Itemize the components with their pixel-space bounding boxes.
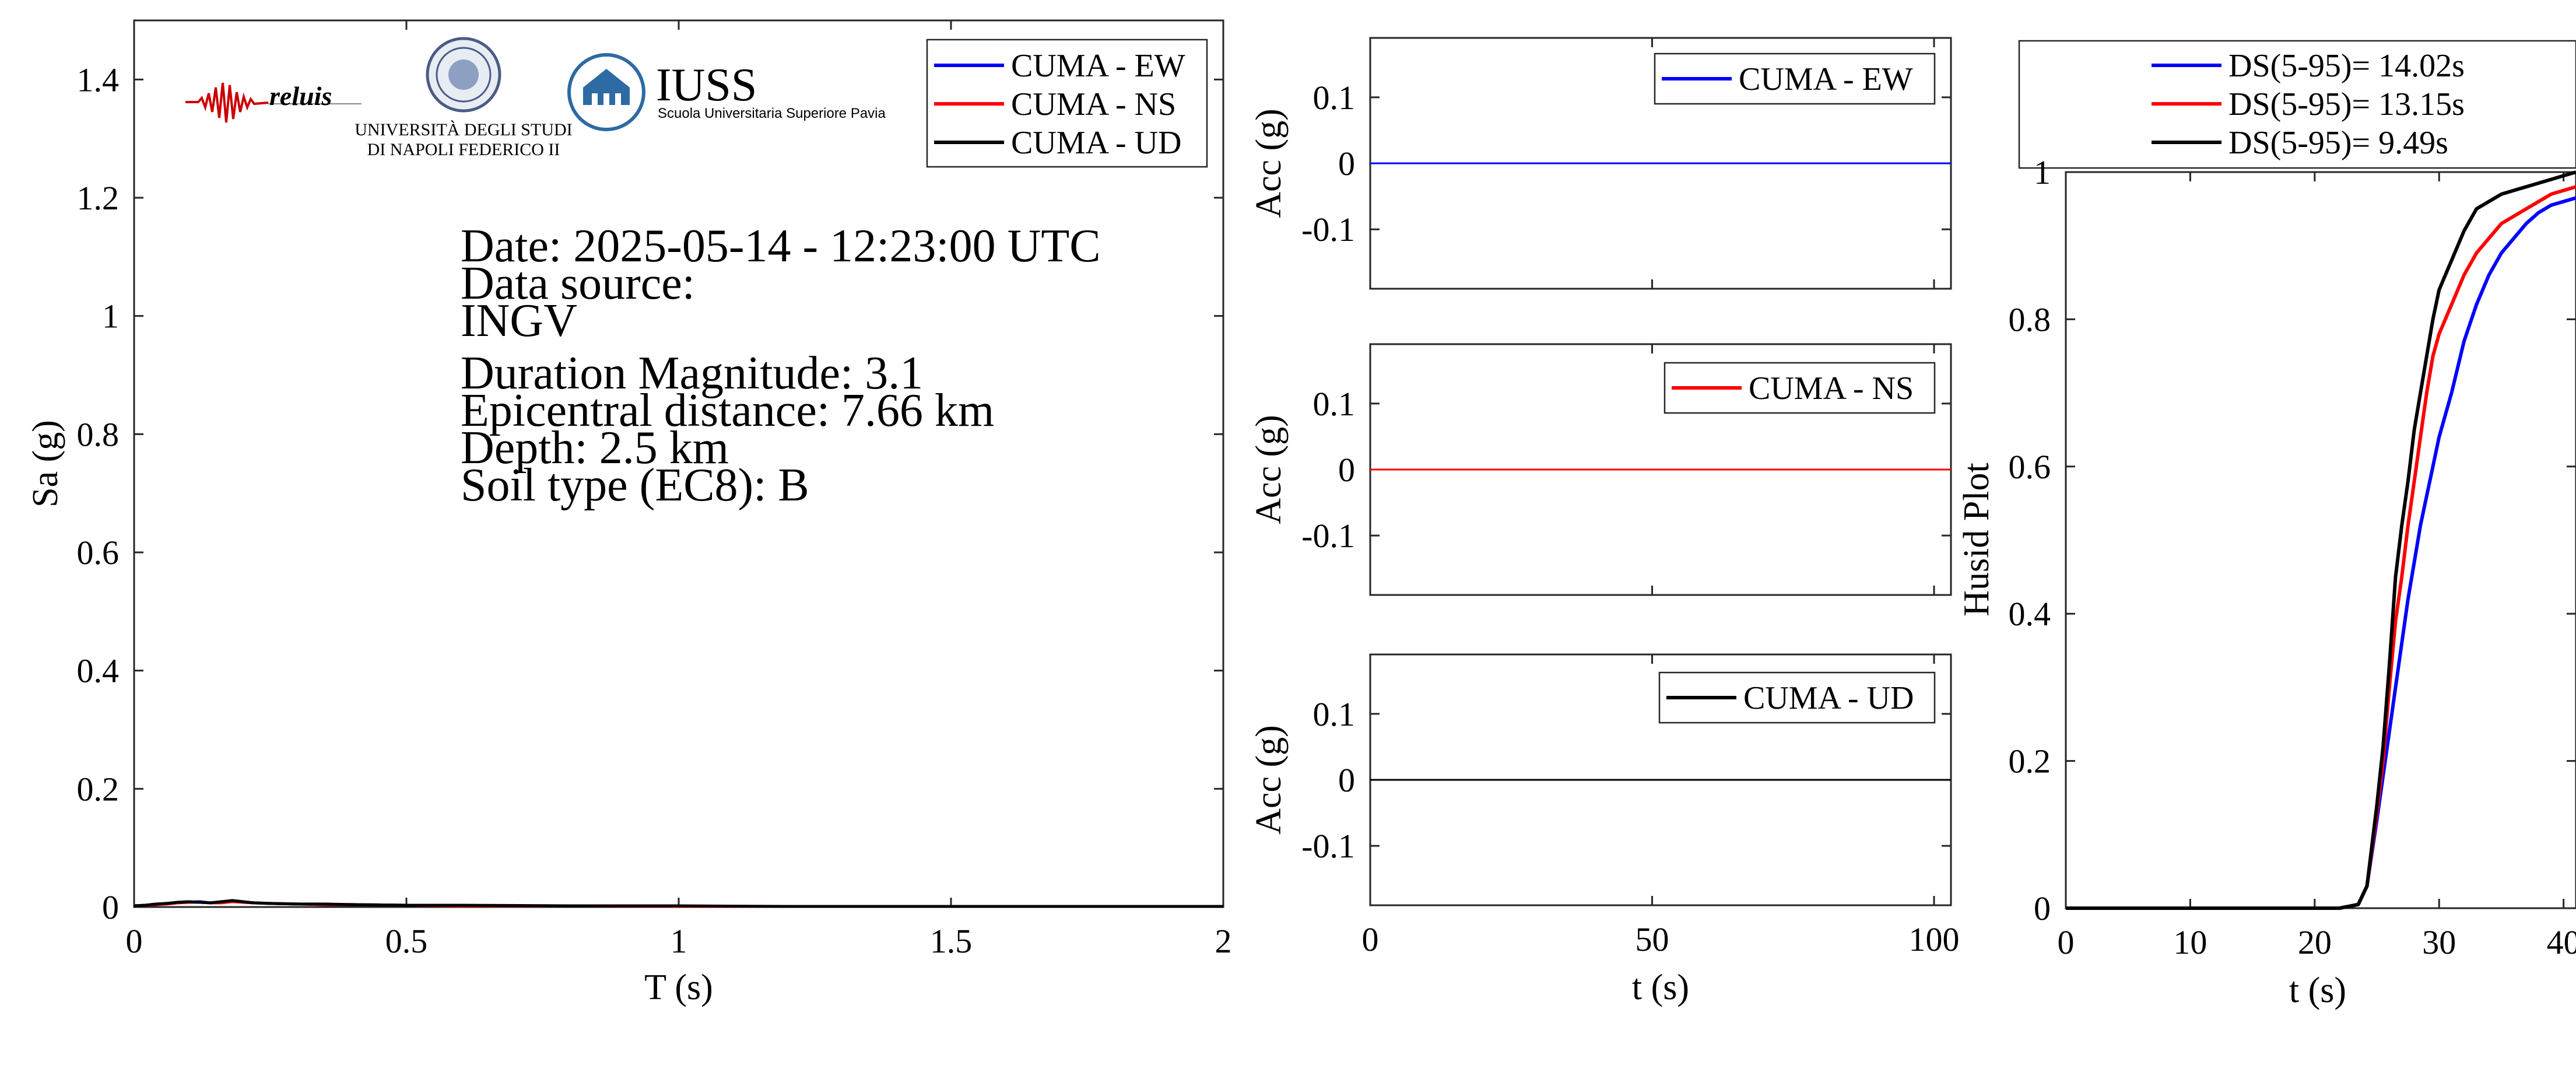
x-tick-label: 20 bbox=[2298, 923, 2332, 961]
y-tick-label: 1.4 bbox=[77, 61, 120, 99]
husid-legend-label-ew: DS(5-95)= 14.02s bbox=[2228, 48, 2465, 84]
x-tick-label: 1.5 bbox=[930, 922, 973, 960]
acc-ns-y-axis-title: Acc (g) bbox=[1249, 415, 1289, 524]
iuss-logo: IUSS Scuola Universitaria Superiore Pavi… bbox=[567, 53, 886, 131]
spectrum-y-axis-title: Sa (g) bbox=[26, 420, 65, 507]
acc-ud-panel: -0.1 0 0.1 0 50 100 CUMA - UD Acc (g) t (s) bbox=[1249, 653, 1959, 1007]
acc-ew-ticks: -0.1 0 0.1 bbox=[1301, 38, 1951, 289]
acc-ns-legend: CUMA - NS bbox=[1663, 362, 1936, 414]
acc-ud-legend-label: CUMA - UD bbox=[1743, 680, 1914, 716]
acc-ew-panel: -0.1 0 0.1 CUMA - EW Acc (g) bbox=[1249, 37, 1952, 290]
husid-legend: DS(5-95)= 14.02s DS(5-95)= 13.15s DS(5-9… bbox=[2018, 40, 2576, 169]
acc-ud-y-axis-title: Acc (g) bbox=[1249, 725, 1289, 835]
acc-ew-y-axis-title: Acc (g) bbox=[1249, 108, 1289, 218]
y-tick-label: 0 bbox=[1338, 451, 1355, 489]
y-tick-label: 0 bbox=[102, 888, 119, 926]
x-tick-label: 0 bbox=[126, 922, 143, 960]
y-tick-label: 0.8 bbox=[77, 415, 120, 453]
event-date: Date: 2025-05-14 - 12:23:00 UTC bbox=[461, 220, 1101, 272]
acc-ns-legend-label: CUMA - NS bbox=[1749, 370, 1914, 407]
event-soil: Soil type (EC8): B bbox=[461, 460, 809, 511]
y-tick-label: 1.2 bbox=[77, 179, 120, 217]
acc-ns-panel: -0.1 0 0.1 CUMA - NS Acc (g) bbox=[1249, 343, 1952, 596]
spectrum-axes-frame bbox=[133, 19, 1224, 908]
seismogram-mark bbox=[185, 82, 269, 123]
reluis-wordmark: reluis bbox=[269, 81, 332, 111]
spectrum-panel: reluis UNIVERSITÀ DEGLI STUDI DI NAPOLI … bbox=[26, 19, 1232, 1007]
husid-panel: DS(5-95)= 14.02s DS(5-95)= 13.15s DS(5-9… bbox=[1957, 40, 2576, 1010]
y-tick-label: 0.1 bbox=[1313, 385, 1356, 423]
legend-label-ew: CUMA - EW bbox=[1011, 48, 1185, 84]
spectrum-lines bbox=[134, 899, 1223, 908]
x-tick-label: 30 bbox=[2422, 923, 2456, 961]
y-tick-label: 0.1 bbox=[1313, 695, 1356, 733]
event-info-block: Date: 2025-05-14 - 12:23:00 UTC Data sou… bbox=[461, 220, 1101, 511]
husid-legend-box bbox=[2018, 40, 2576, 169]
husid-curves bbox=[2066, 170, 2576, 910]
reluis-logo: reluis bbox=[185, 81, 362, 123]
y-tick-label: 0 bbox=[1338, 145, 1355, 183]
acc-ew-legend-label: CUMA - EW bbox=[1739, 61, 1913, 97]
y-tick-label: 0.1 bbox=[1313, 79, 1356, 117]
acc-ns-ticks: -0.1 0 0.1 bbox=[1301, 344, 1951, 595]
husid-legend-label-ns: DS(5-95)= 13.15s bbox=[2228, 86, 2465, 122]
unina-name-line2: DI NAPOLI FEDERICO II bbox=[367, 140, 560, 159]
legend-label-ud: CUMA - UD bbox=[1011, 125, 1181, 161]
husid-y-axis-title: Husid Plot bbox=[1957, 463, 1996, 617]
y-tick-label: 0.4 bbox=[2009, 595, 2051, 633]
y-tick-label: 0.4 bbox=[77, 652, 120, 690]
acc-ud-ticks: -0.1 0 0.1 0 50 100 bbox=[1301, 654, 1959, 958]
event-source-label: Data source: bbox=[461, 258, 695, 309]
y-tick-label: 0 bbox=[2034, 890, 2051, 927]
spectrum-grid-and-ticks: 0 0.2 0.4 0.6 0.8 1 1.2 1.4 0 0.5 1 1.5 2 bbox=[77, 20, 1232, 960]
husid-legend-label-ud: DS(5-95)= 9.49s bbox=[2228, 125, 2448, 161]
y-tick-label: -0.1 bbox=[1301, 827, 1355, 865]
x-tick-label: 2 bbox=[1215, 922, 1232, 960]
x-tick-label: 0.5 bbox=[385, 922, 428, 960]
y-tick-label: 0.2 bbox=[77, 770, 120, 808]
event-magnitude: Duration Magnitude: 3.1 bbox=[461, 348, 923, 399]
acc-ud-legend: CUMA - UD bbox=[1658, 671, 1936, 724]
event-source: INGV bbox=[461, 295, 577, 346]
x-tick-label: 50 bbox=[1635, 920, 1669, 958]
y-tick-label: -0.1 bbox=[1301, 211, 1355, 248]
x-tick-label: 100 bbox=[1908, 920, 1959, 958]
spectrum-legend: CUMA - EW CUMA - NS CUMA - UD bbox=[926, 38, 1208, 168]
husid-x-axis-title: t (s) bbox=[2289, 971, 2346, 1010]
legend-label-ns: CUMA - NS bbox=[1011, 86, 1176, 122]
spectrum-x-axis-title: T (s) bbox=[644, 968, 713, 1007]
x-tick-label: 1 bbox=[671, 922, 687, 960]
unina-logo: UNIVERSITÀ DEGLI STUDI DI NAPOLI FEDERIC… bbox=[355, 37, 573, 159]
y-tick-label: 1 bbox=[102, 297, 119, 335]
event-depth: Depth: 2.5 km bbox=[461, 422, 729, 474]
iuss-title: IUSS bbox=[656, 59, 757, 111]
acc-x-axis-title: t (s) bbox=[1632, 968, 1689, 1007]
acc-ew-legend-box bbox=[1654, 52, 1936, 105]
x-tick-label: 0 bbox=[1362, 920, 1379, 958]
series-line-2 bbox=[134, 899, 1223, 908]
x-tick-label: 40 bbox=[2547, 923, 2576, 961]
y-tick-label: 0.8 bbox=[2009, 300, 2051, 338]
husid-axes-frame bbox=[2065, 171, 2576, 909]
x-tick-label: 10 bbox=[2173, 923, 2207, 961]
y-tick-label: 0.2 bbox=[2009, 743, 2051, 780]
y-tick-label: 0.6 bbox=[2009, 448, 2051, 486]
y-tick-label: -0.1 bbox=[1301, 517, 1355, 555]
iuss-subtitle: Scuola Universitaria Superiore Pavia bbox=[658, 106, 886, 121]
x-tick-label: 0 bbox=[2058, 923, 2075, 961]
y-tick-label: 1 bbox=[2034, 153, 2051, 191]
acc-ew-legend: CUMA - EW bbox=[1654, 52, 1936, 105]
series-line-2 bbox=[2066, 170, 2576, 910]
unina-name-line1: UNIVERSITÀ DEGLI STUDI bbox=[355, 120, 572, 139]
y-tick-label: 0.6 bbox=[77, 534, 120, 572]
y-tick-label: 0 bbox=[1338, 761, 1355, 799]
event-distance: Epicentral distance: 7.66 km bbox=[461, 385, 994, 436]
acc-ns-legend-box bbox=[1663, 362, 1936, 414]
